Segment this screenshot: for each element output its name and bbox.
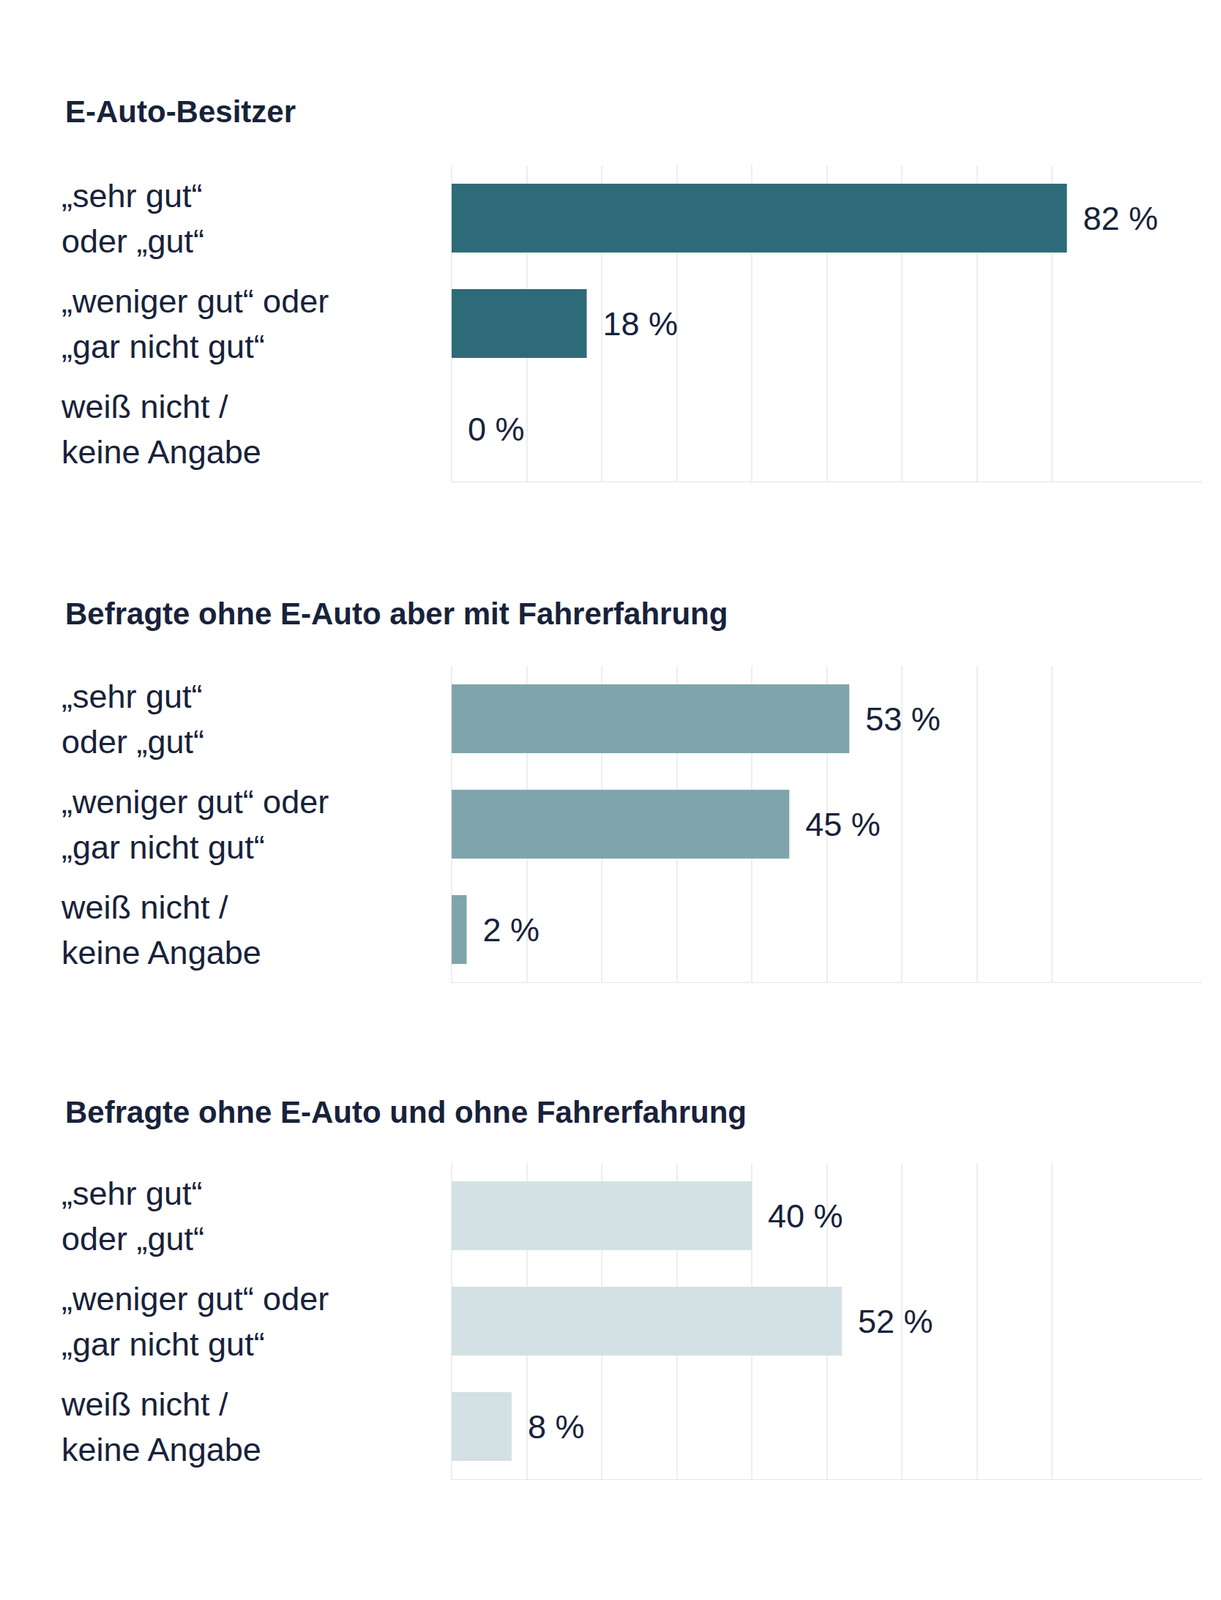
svg-text:0 %: 0 % <box>467 410 525 448</box>
svg-text:„gar nicht gut“: „gar nicht gut“ <box>61 1325 265 1364</box>
svg-text:45 %: 45 % <box>805 805 881 844</box>
svg-text:„weniger gut“ oder: „weniger gut“ oder <box>61 282 329 320</box>
svg-text:52 %: 52 % <box>857 1302 934 1341</box>
svg-text:„gar nicht gut“: „gar nicht gut“ <box>61 327 265 366</box>
svg-text:„sehr gut“: „sehr gut“ <box>61 677 203 716</box>
svg-text:weiß nicht /: weiß nicht / <box>60 387 229 426</box>
svg-text:53 %: 53 % <box>865 700 941 738</box>
svg-text:oder „gut“: oder „gut“ <box>61 222 205 260</box>
svg-text:„weniger gut“ oder: „weniger gut“ oder <box>61 783 329 821</box>
svg-text:keine Angabe: keine Angabe <box>61 934 262 972</box>
svg-text:40 %: 40 % <box>767 1197 844 1235</box>
svg-text:2 %: 2 % <box>483 911 541 949</box>
svg-text:weiß nicht /: weiß nicht / <box>60 888 229 926</box>
svg-text:8 %: 8 % <box>527 1408 585 1446</box>
svg-text:oder „gut“: oder „gut“ <box>61 1220 205 1258</box>
svg-text:keine Angabe: keine Angabe <box>61 433 262 471</box>
svg-text:„weniger gut“ oder: „weniger gut“ oder <box>61 1280 329 1318</box>
svg-text:Befragte ohne E-Auto und ohne: Befragte ohne E-Auto und ohne Fahrerfahr… <box>65 1095 747 1130</box>
svg-text:„sehr gut“: „sehr gut“ <box>61 1174 203 1213</box>
svg-text:weiß nicht /: weiß nicht / <box>60 1385 229 1424</box>
svg-text:keine Angabe: keine Angabe <box>61 1431 262 1469</box>
svg-text:18 %: 18 % <box>603 305 679 343</box>
svg-text:„sehr gut“: „sehr gut“ <box>61 177 203 215</box>
svg-text:„gar nicht gut“: „gar nicht gut“ <box>61 828 265 866</box>
svg-text:E-Auto-Besitzer: E-Auto-Besitzer <box>65 94 296 129</box>
svg-text:oder „gut“: oder „gut“ <box>61 723 205 761</box>
svg-text:Befragte ohne E-Auto aber mit: Befragte ohne E-Auto aber mit Fahrerfahr… <box>65 596 728 631</box>
svg-text:82 %: 82 % <box>1083 199 1159 238</box>
